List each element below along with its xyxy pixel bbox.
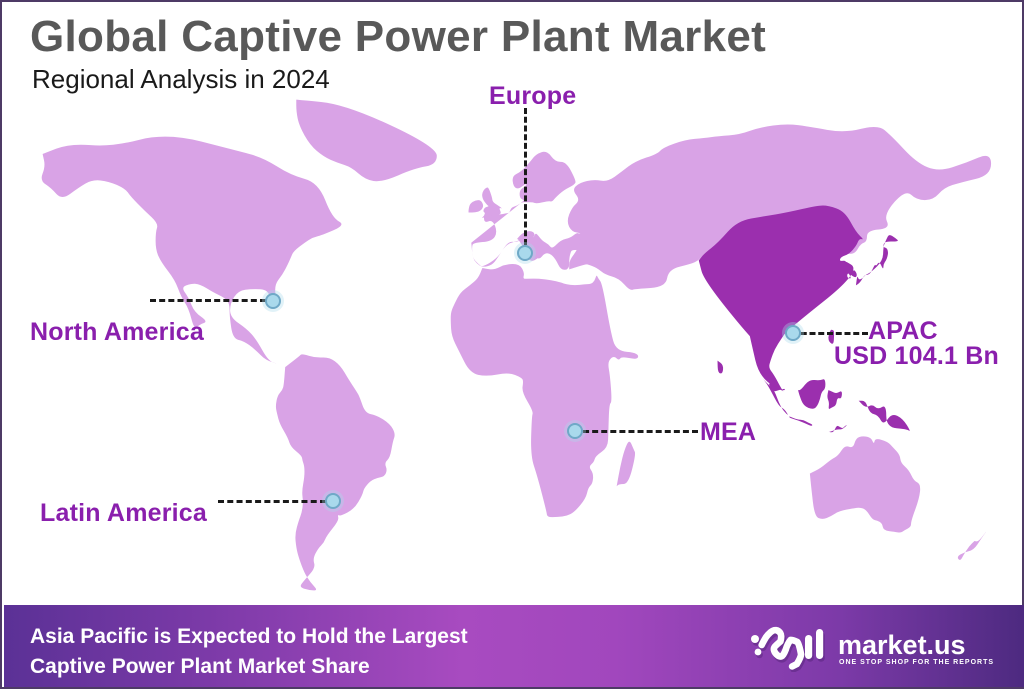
svg-text:market.us: market.us xyxy=(838,630,966,660)
svg-text:ONE STOP SHOP FOR THE REPORTS: ONE STOP SHOP FOR THE REPORTS xyxy=(839,659,994,666)
